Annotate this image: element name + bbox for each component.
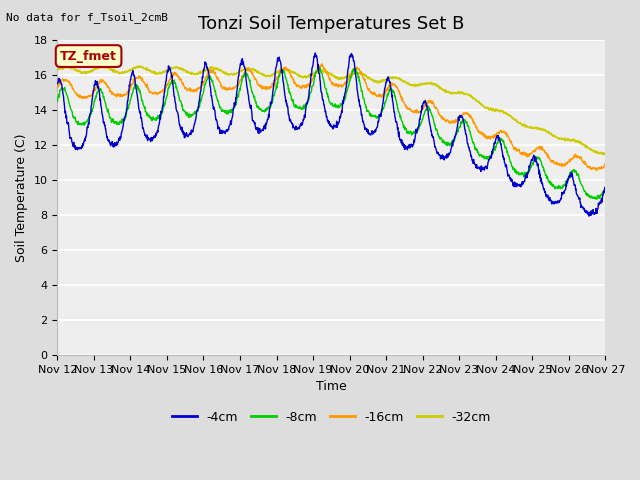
Legend: -4cm, -8cm, -16cm, -32cm: -4cm, -8cm, -16cm, -32cm xyxy=(166,406,496,429)
X-axis label: Time: Time xyxy=(316,381,347,394)
Text: No data for f_Tsoil_2cmB: No data for f_Tsoil_2cmB xyxy=(6,12,168,23)
Title: Tonzi Soil Temperatures Set B: Tonzi Soil Temperatures Set B xyxy=(198,15,465,33)
Text: TZ_fmet: TZ_fmet xyxy=(60,49,117,62)
Y-axis label: Soil Temperature (C): Soil Temperature (C) xyxy=(15,133,28,262)
